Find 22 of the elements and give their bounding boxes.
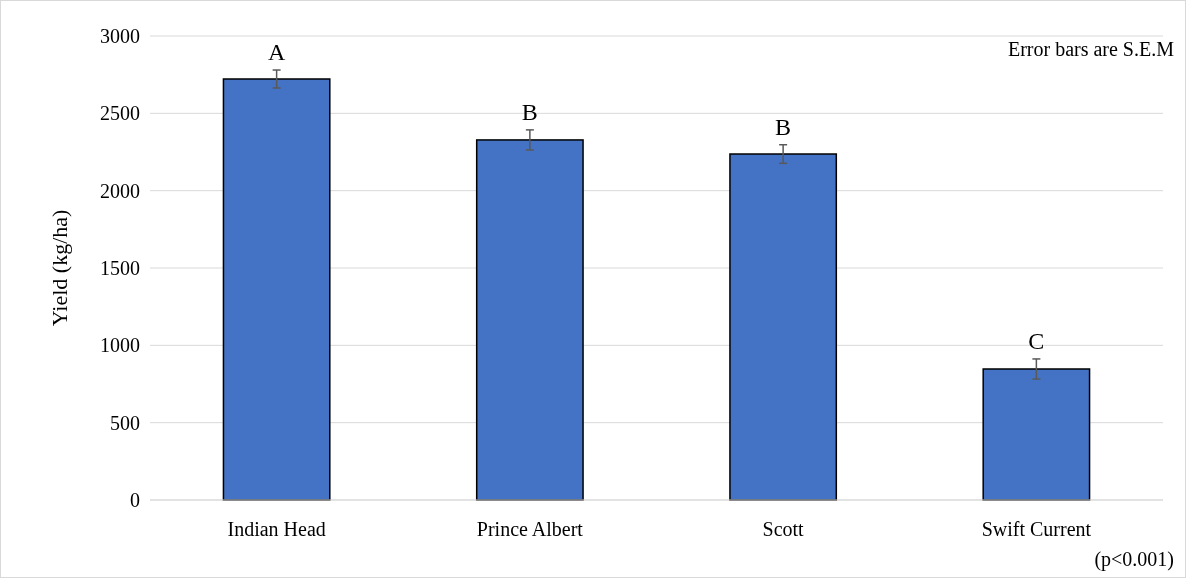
- bar: [982, 368, 1091, 501]
- y-tick-label: 500: [110, 411, 140, 434]
- y-tick-label: 0: [130, 489, 140, 511]
- annotation: B: [521, 98, 538, 125]
- x-tick-label: Scott: [762, 518, 805, 540]
- annotation: Error bars are S.E.M: [1007, 38, 1175, 60]
- bar: [222, 78, 331, 501]
- annotation: C: [1028, 327, 1045, 354]
- annotation: A: [267, 39, 286, 66]
- x-tick-label: Indian Head: [227, 518, 326, 540]
- y-tick-label: 3000: [100, 25, 140, 47]
- y-tick-label: 2000: [100, 179, 140, 202]
- y-tick-label: 1500: [100, 257, 140, 279]
- bar: [475, 139, 584, 501]
- bar: [729, 153, 838, 501]
- x-tick-label: Swift Current: [981, 518, 1092, 540]
- annotation: B: [775, 113, 792, 140]
- y-tick-label: 1000: [100, 334, 140, 357]
- y-tick-label: 2500: [100, 102, 140, 125]
- y-axis-title: Yield (kg/ha): [47, 209, 72, 327]
- text: (p<0.001): [1094, 548, 1174, 571]
- x-tick-label: Prince Albert: [476, 518, 584, 540]
